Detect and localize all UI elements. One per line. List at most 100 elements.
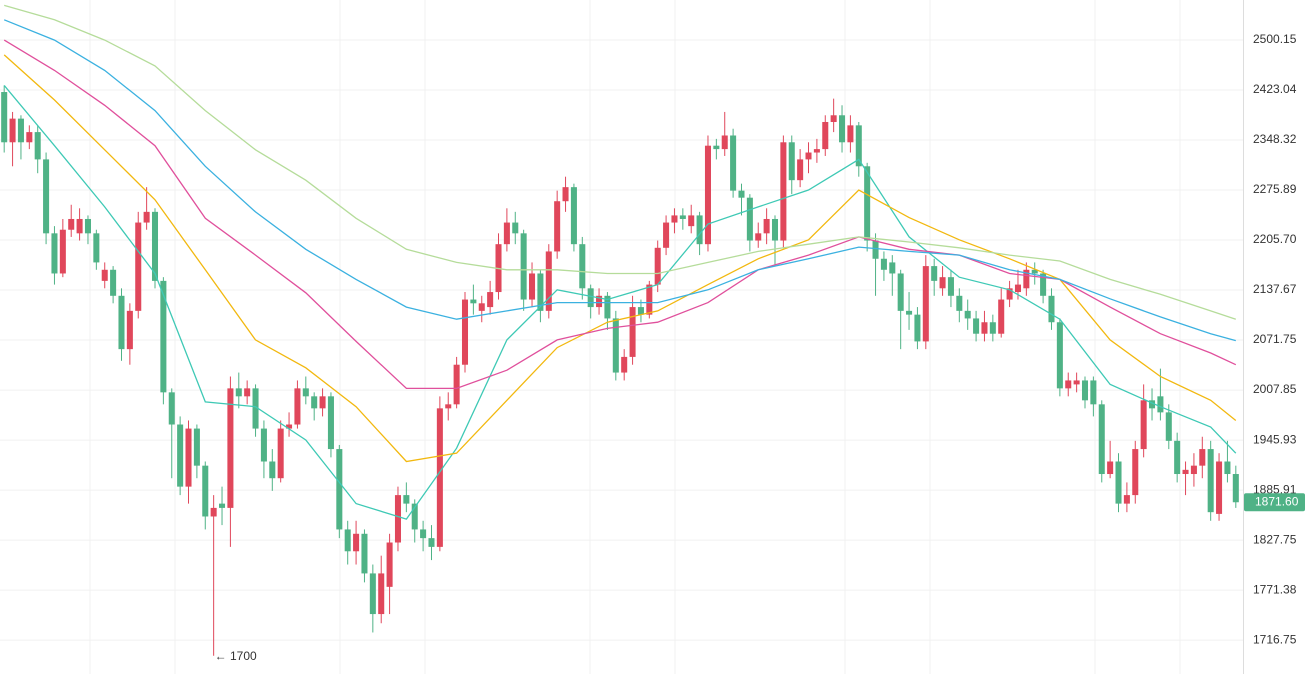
candle-body xyxy=(1165,412,1172,441)
y-tick-label: 1716.75 xyxy=(1253,632,1297,646)
candle-body xyxy=(202,465,209,517)
candle-body xyxy=(244,388,251,397)
last-price-label: 1871.60 xyxy=(1255,494,1299,508)
candle-body xyxy=(529,273,536,300)
candle-body xyxy=(839,115,846,143)
candle-body xyxy=(596,295,603,308)
candle-body xyxy=(830,115,837,122)
candle-body xyxy=(59,229,66,274)
candle-body xyxy=(1149,400,1156,409)
candle-body xyxy=(378,573,385,615)
candle-body xyxy=(1224,461,1231,475)
candle-body xyxy=(897,273,904,311)
candle-body xyxy=(353,533,360,552)
candle-body xyxy=(1090,380,1097,405)
candle-body xyxy=(880,258,887,270)
candle-body xyxy=(101,269,108,281)
candle-body xyxy=(126,310,133,350)
candle-body xyxy=(864,166,871,241)
candle-body xyxy=(227,388,234,508)
candle-body xyxy=(319,396,326,409)
candle-body xyxy=(461,299,469,365)
candle-body xyxy=(621,356,628,373)
candle-body xyxy=(746,197,753,241)
candle-body xyxy=(110,269,117,296)
candle-body xyxy=(453,364,460,405)
candle-body xyxy=(394,495,401,543)
candle-body xyxy=(562,187,569,202)
candle-body xyxy=(637,307,644,315)
candle-body xyxy=(579,244,586,289)
candle-body xyxy=(1232,474,1239,503)
candle-body xyxy=(487,292,494,308)
candle-body xyxy=(989,322,996,334)
candle-body xyxy=(973,318,980,334)
candle-body xyxy=(771,218,779,241)
candle-body xyxy=(93,233,100,263)
candle-body xyxy=(679,215,686,219)
y-tick-label: 2423.04 xyxy=(1253,82,1297,96)
y-tick-label: 2007.85 xyxy=(1253,382,1297,396)
candle-body xyxy=(34,132,41,160)
candle-body xyxy=(780,142,787,241)
y-tick-label: 1885.91 xyxy=(1253,482,1297,496)
candle-body xyxy=(545,251,552,311)
candle-body xyxy=(1140,400,1147,450)
candle-body xyxy=(1031,269,1038,274)
candle-body xyxy=(654,247,661,285)
candle-body xyxy=(386,542,393,587)
candle-body xyxy=(219,503,226,508)
candle-body xyxy=(570,187,577,245)
candle-body xyxy=(1182,469,1189,475)
candle-body xyxy=(252,388,259,429)
candle-body xyxy=(847,125,854,143)
candle-body xyxy=(1199,449,1206,466)
ma-line xyxy=(4,4,1237,320)
candle-body xyxy=(704,145,711,245)
candle-body xyxy=(1157,396,1164,413)
candle-body xyxy=(663,222,670,248)
candle-body xyxy=(512,222,519,234)
candle-body xyxy=(403,495,410,504)
candle-body xyxy=(411,503,418,530)
candle-body xyxy=(1040,273,1047,296)
candle-body xyxy=(931,266,938,281)
candle-body xyxy=(177,424,184,487)
candle-body xyxy=(947,277,954,296)
candle-body xyxy=(1,92,8,143)
candle-body xyxy=(302,388,309,397)
candle-body xyxy=(17,118,24,143)
candle-body xyxy=(906,310,913,315)
candle-body xyxy=(1207,449,1214,513)
candle-body xyxy=(118,295,125,350)
candle-body xyxy=(1056,322,1063,389)
candle-body xyxy=(327,396,334,450)
candle-body xyxy=(813,149,820,153)
candle-body xyxy=(143,211,150,223)
candle-body xyxy=(1023,269,1030,289)
candle-body xyxy=(1081,380,1089,401)
candle-body xyxy=(671,215,678,223)
last-price-tag xyxy=(1244,493,1305,512)
candle-body xyxy=(160,280,167,393)
candle-body xyxy=(51,233,58,274)
candle-body xyxy=(612,318,619,373)
y-tick-label: 2500.15 xyxy=(1253,32,1297,46)
candle-body xyxy=(336,449,343,530)
candle-body xyxy=(604,295,611,319)
y-tick-label: 2348.32 xyxy=(1253,132,1297,146)
ma-line xyxy=(3,84,1237,520)
candle-body xyxy=(68,218,75,230)
candle-body xyxy=(260,428,267,462)
candle-body xyxy=(998,299,1005,334)
candle-body xyxy=(1132,449,1139,496)
candle-body xyxy=(872,240,879,259)
y-tick-label: 2205.70 xyxy=(1253,232,1297,246)
candle-body xyxy=(964,310,971,319)
y-tick-label: 1771.38 xyxy=(1253,582,1297,596)
candle-body xyxy=(730,135,737,191)
candle-body xyxy=(344,529,351,552)
candle-body xyxy=(43,159,50,234)
candle-body xyxy=(1190,465,1197,475)
